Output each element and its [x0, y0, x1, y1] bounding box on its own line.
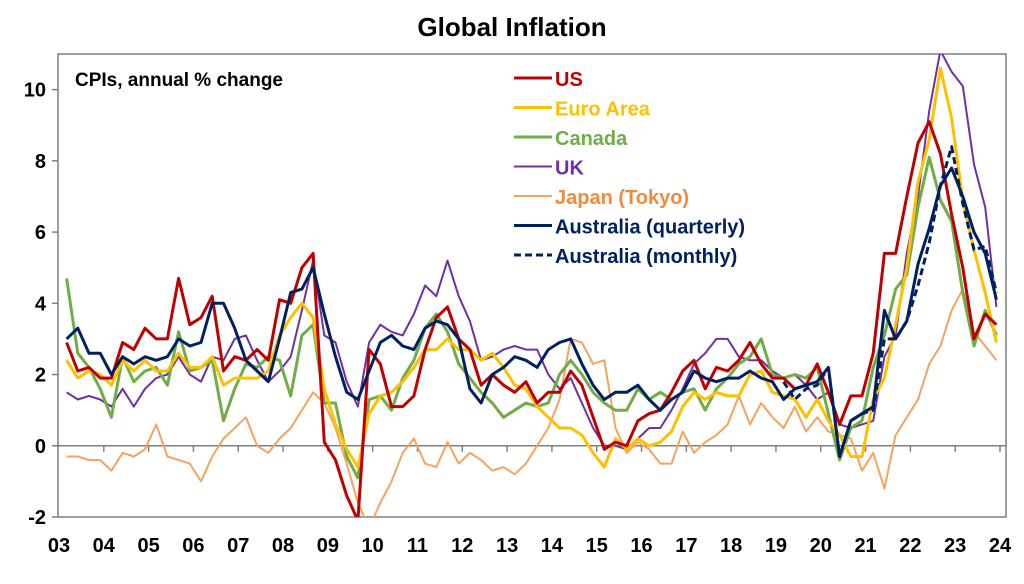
legend-item: Canada: [514, 128, 628, 150]
x-tick-label: 23: [944, 535, 966, 557]
legend: US Euro Area Canada UK Japan (Tokyo) Australi…: [514, 69, 745, 268]
x-tick-label: 14: [541, 535, 564, 557]
series-line-canada: [65, 155, 998, 480]
x-tick-label: 06: [182, 535, 204, 557]
x-tick-label: 05: [137, 535, 159, 557]
x-tick-label: 12: [451, 535, 473, 557]
y-tick-label: 2: [35, 365, 46, 387]
legend-label: US: [555, 69, 583, 91]
y-tick-label: 10: [24, 80, 46, 102]
legend-label: Japan (Tokyo): [555, 187, 689, 209]
x-tick-label: 24: [989, 535, 1012, 557]
series-line-us: [65, 120, 998, 517]
x-tick-label: 15: [586, 535, 608, 557]
legend-label: Australia (quarterly): [555, 217, 745, 239]
legend-item: Australia (monthly): [514, 246, 737, 268]
x-tick-label: 13: [496, 535, 518, 557]
y-tick-label: 8: [35, 151, 46, 173]
series-line-euro-area: [65, 66, 998, 469]
x-axis: 03 04 05 06 07 08 09 10 11 12 13 14 15 16 17 18 19 20 21 22…: [48, 445, 1012, 557]
y-tick-label: -2: [28, 507, 46, 529]
x-tick-label: 04: [93, 535, 116, 557]
x-tick-label: 09: [317, 535, 339, 557]
x-tick-label: 21: [854, 535, 876, 557]
y-axis: -2 0 2 4 6 8 10: [24, 80, 58, 529]
x-tick-label: 18: [720, 535, 742, 557]
legend-label: Euro Area: [555, 99, 651, 121]
series-lines: [65, 54, 998, 517]
x-tick-label: 03: [48, 535, 70, 557]
x-tick-label: 16: [630, 535, 652, 557]
x-tick-label: 08: [272, 535, 294, 557]
plot-frame: [57, 53, 1007, 518]
y-tick-label: 0: [35, 436, 46, 458]
series-line-australia-quarterly: [65, 166, 998, 458]
x-tick-label: 22: [899, 535, 921, 557]
y-tick-label: 4: [35, 293, 47, 315]
x-tick-label: 19: [765, 535, 787, 557]
x-tick-label: 11: [407, 535, 428, 557]
x-tick-label: 07: [227, 535, 249, 557]
legend-item: US: [514, 69, 583, 91]
legend-item: Euro Area: [514, 99, 651, 121]
chart-subtitle: CPIs, annual % change: [75, 70, 283, 91]
legend-item: Australia (quarterly): [514, 217, 745, 239]
legend-item: UK: [514, 158, 584, 180]
x-tick-label: 10: [362, 535, 384, 557]
x-tick-label: 17: [675, 535, 697, 557]
chart-title: Global Inflation: [417, 12, 606, 42]
legend-label: Australia (monthly): [555, 246, 737, 268]
legend-label: UK: [555, 158, 584, 180]
legend-label: Canada: [555, 128, 628, 150]
y-tick-label: 6: [35, 222, 46, 244]
legend-item: Japan (Tokyo): [514, 187, 689, 209]
x-tick-label: 20: [810, 535, 832, 557]
